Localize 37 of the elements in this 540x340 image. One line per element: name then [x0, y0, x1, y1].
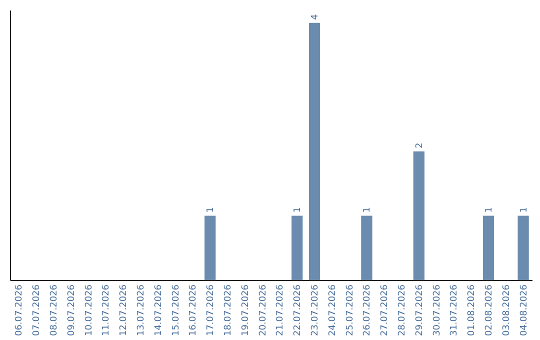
x-tick-label: 06.07.2026: [14, 284, 25, 336]
data-label: 2: [414, 142, 425, 148]
x-tick-label: 31.07.2026: [450, 284, 460, 336]
x-tick-label: 14.07.2026: [154, 284, 164, 336]
data-label: 4: [310, 14, 320, 20]
x-tick-label: 09.07.2026: [66, 284, 77, 336]
data-label: 1: [362, 206, 373, 213]
x-tick-label: 27.07.2026: [380, 284, 390, 336]
x-tick-label: 29.07.2026: [414, 284, 425, 336]
data-label: 1: [484, 206, 494, 213]
x-tick-label: 26.07.2026: [362, 284, 373, 336]
x-tick-label: 10.07.2026: [84, 284, 94, 336]
x-tick-label: 04.08.2026: [519, 284, 530, 336]
x-tick-label: 20.07.2026: [258, 284, 268, 336]
data-label: 1: [293, 206, 304, 213]
x-tick-label: 28.07.2026: [398, 284, 408, 336]
x-tick-label: 15.07.2026: [171, 284, 182, 336]
x-tick-label: 07.07.2026: [32, 284, 42, 336]
x-tick-label: 01.08.2026: [467, 284, 478, 336]
x-tick-label: 13.07.2026: [136, 284, 146, 336]
x-tick-label: 25.07.2026: [345, 284, 356, 336]
x-tick-label: 22.07.2026: [293, 284, 304, 336]
x-tick-label: 11.07.2026: [102, 284, 112, 336]
x-tick-label: 23.07.2026: [310, 284, 320, 336]
data-label: 1: [519, 206, 530, 213]
x-tick-label: 02.08.2026: [484, 284, 494, 336]
x-tick-label: 03.08.2026: [502, 284, 512, 336]
x-tick-label: 08.07.2026: [50, 284, 60, 336]
x-tick-label: 17.07.2026: [206, 284, 216, 336]
x-tick-label: 30.07.2026: [432, 284, 442, 336]
x-tick-label: 24.07.2026: [328, 284, 338, 336]
x-tick-label: 21.07.2026: [276, 284, 286, 336]
x-tick-label: 19.07.2026: [240, 284, 251, 336]
data-label: 1: [206, 206, 216, 213]
x-tick-label: 12.07.2026: [119, 284, 130, 336]
x-tick-label: 16.07.2026: [188, 284, 199, 336]
x-tick-label: 18.07.2026: [224, 284, 234, 336]
